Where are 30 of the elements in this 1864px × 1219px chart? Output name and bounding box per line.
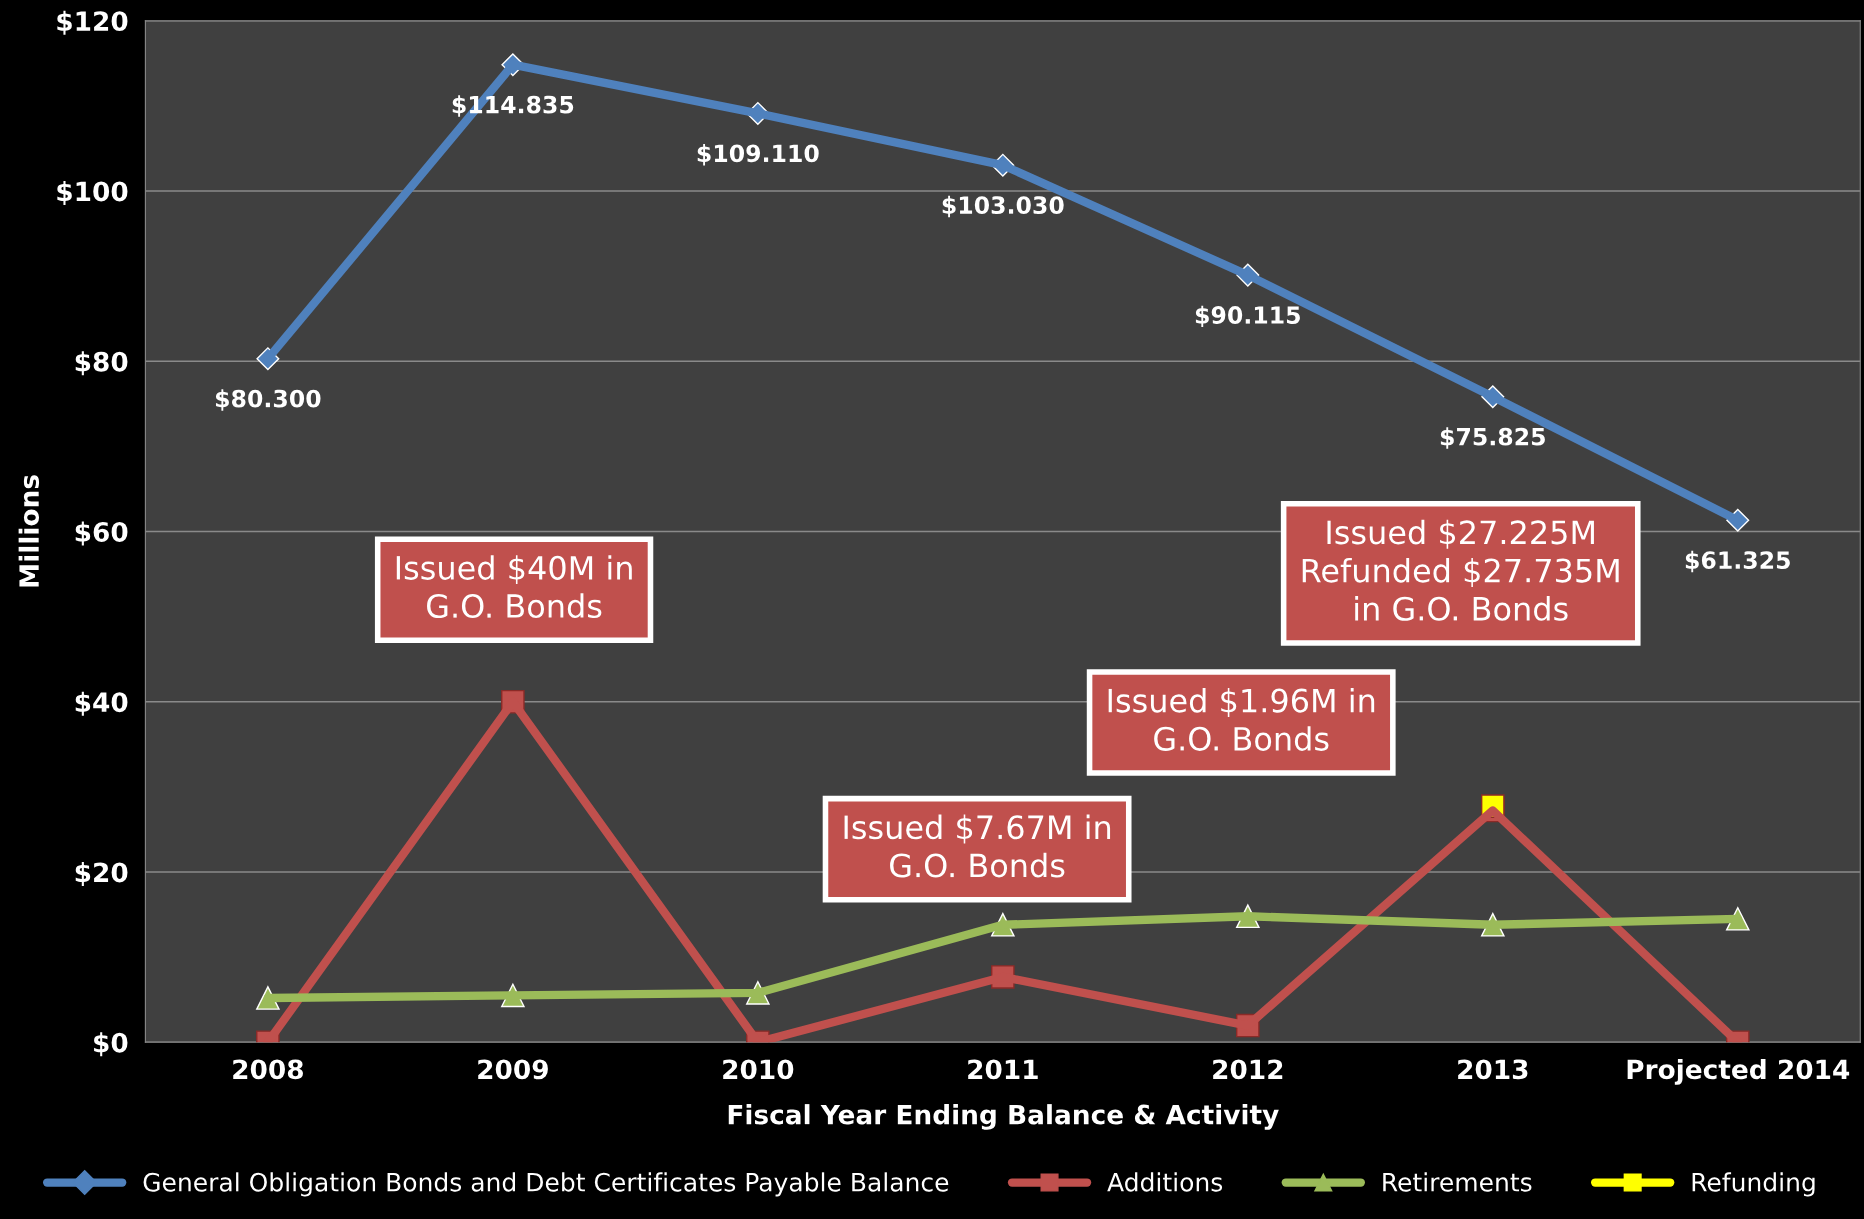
legend-label: Refunding: [1692, 1172, 1815, 1197]
annotation: Issued $7.67M in G.O. Bonds: [844, 814, 1111, 878]
x-tick-label: 2009: [478, 1059, 548, 1080]
data-label: $61.325: [1685, 550, 1790, 573]
legend-label: Retirements: [1383, 1172, 1532, 1192]
data-label: $75.825: [1440, 427, 1545, 449]
data-label: $90.115: [1195, 305, 1300, 328]
annotation: Issued $1.96M in G.O. Bonds: [1108, 687, 1375, 751]
data-label: $109.110: [697, 143, 819, 166]
legend-label: Additions: [1107, 1172, 1223, 1192]
y-tick-label: $60: [75, 521, 128, 546]
y-tick-label: $100: [57, 180, 128, 205]
annotation: Issued $27.225M Refunded $27.735M in G.O. Bonds: [1302, 519, 1619, 621]
x-tick-label: 2012: [1213, 1059, 1283, 1080]
y-tick-label: $40: [75, 691, 128, 716]
x-tick-label: 2010: [723, 1059, 794, 1080]
x-tick-label: 2008: [233, 1059, 303, 1080]
x-axis-title: Fiscal Year Ending Balance & Activity: [728, 1104, 1279, 1130]
x-tick-label: 2011: [968, 1059, 1038, 1080]
annotation: Issued $40M in G.O. Bonds: [396, 555, 632, 619]
x-tick-label: 2013: [1458, 1059, 1528, 1080]
y-axis-title: Millions: [18, 475, 40, 587]
y-tick-label: $120: [57, 10, 128, 35]
y-tick-label: $20: [75, 861, 128, 886]
data-label: $103.030: [942, 195, 1064, 218]
y-tick-label: $80: [75, 351, 128, 376]
y-tick-label: $0: [94, 1032, 128, 1057]
legend-label: General Obligation Bonds and Debt Certificates Payable Balance: [143, 1172, 949, 1197]
x-tick-label: Projected 2014: [1627, 1058, 1850, 1085]
data-label: $80.300: [215, 389, 321, 411]
